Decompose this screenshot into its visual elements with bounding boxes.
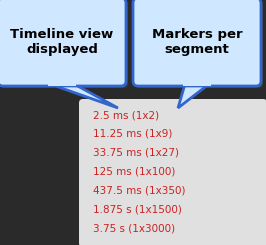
Text: 125 ms (1x100): 125 ms (1x100): [93, 167, 175, 177]
FancyBboxPatch shape: [135, 0, 263, 88]
Text: 1.875 s (1x1500): 1.875 s (1x1500): [93, 204, 182, 214]
FancyBboxPatch shape: [0, 0, 126, 86]
Polygon shape: [183, 80, 211, 86]
FancyBboxPatch shape: [0, 0, 128, 88]
Text: 33.75 ms (1x27): 33.75 ms (1x27): [93, 148, 179, 158]
Polygon shape: [178, 84, 209, 108]
FancyBboxPatch shape: [133, 0, 261, 86]
Text: 3.75 s (1x3000): 3.75 s (1x3000): [93, 223, 175, 233]
Polygon shape: [48, 80, 76, 86]
Text: 437.5 ms (1x350): 437.5 ms (1x350): [93, 185, 185, 196]
Text: Timeline view
displayed: Timeline view displayed: [10, 28, 114, 56]
Text: 2.5 ms (1x2): 2.5 ms (1x2): [93, 110, 159, 120]
Text: 11.25 ms (1x9): 11.25 ms (1x9): [93, 129, 172, 139]
Polygon shape: [50, 84, 118, 108]
Text: Markers per
segment: Markers per segment: [152, 28, 242, 56]
FancyBboxPatch shape: [79, 99, 266, 245]
